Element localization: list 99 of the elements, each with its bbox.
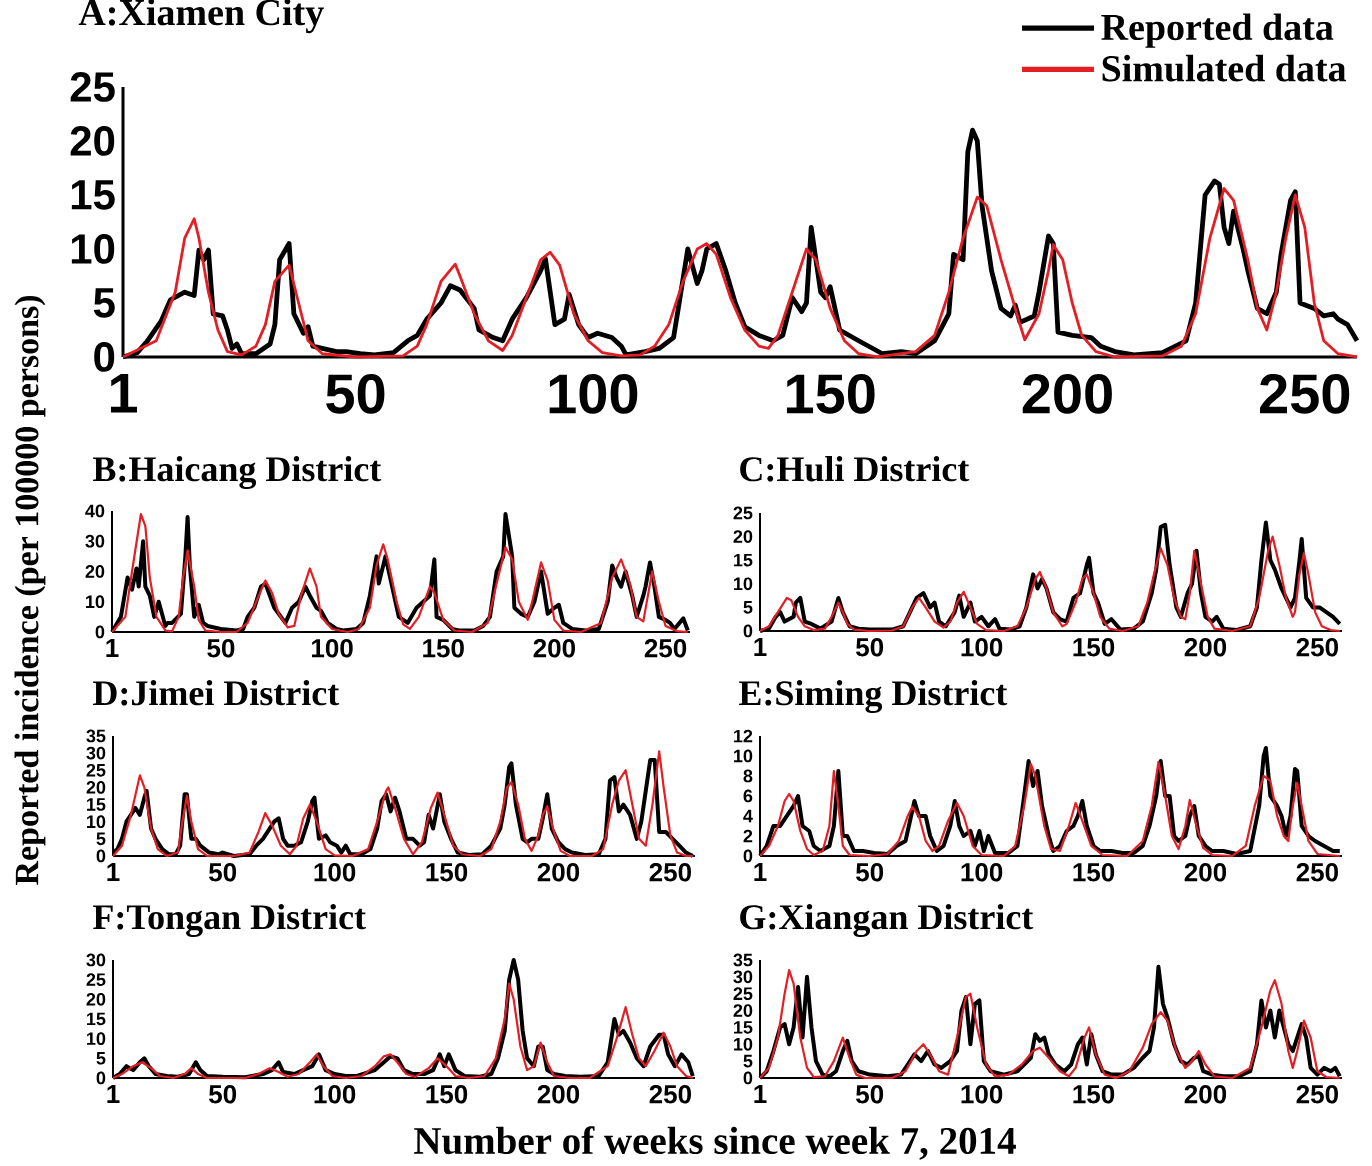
- x-tick-label: 150: [1073, 863, 1115, 882]
- x-tick-label: 50: [209, 1085, 237, 1104]
- x-tick-label: 1: [754, 638, 767, 656]
- y-tick-label: 10: [734, 1037, 753, 1051]
- x-tick-label: 100: [314, 863, 356, 882]
- y-tick-label: 30: [733, 970, 753, 984]
- x-tick-label: 150: [426, 1085, 468, 1104]
- x-tick-label: 150: [1073, 1085, 1115, 1104]
- x-tick-label: 250: [1296, 863, 1338, 882]
- y-tick-label: 0: [96, 849, 106, 863]
- x-tick-label: 200: [537, 863, 580, 882]
- x-tick-label: 100: [961, 638, 1003, 657]
- x-tick-label: 250: [649, 863, 691, 882]
- x-tick-label: 250: [1296, 1085, 1338, 1104]
- chart-title: B:Haicang District: [93, 455, 382, 489]
- chart-title: G:Xiangan District: [740, 903, 1034, 937]
- x-tick-label: 100: [314, 1085, 356, 1104]
- y-tick-label: 10: [86, 595, 105, 609]
- y-tick-label: 0: [743, 624, 753, 638]
- chart-title: E:Siming District: [739, 679, 1008, 713]
- x-tick-label: 1: [754, 863, 767, 881]
- x-tick-label: 250: [1296, 638, 1338, 657]
- y-tick-label: 30: [86, 746, 106, 760]
- x-tick-label: 150: [423, 639, 464, 658]
- y-tick-label: 15: [71, 180, 115, 210]
- y-tick-label: 0: [743, 849, 753, 863]
- y-tick-label: 5: [743, 1054, 753, 1068]
- y-tick-label: 10: [87, 1032, 106, 1046]
- y-tick-label: 15: [87, 1012, 106, 1026]
- y-tick-label: 0: [96, 1071, 106, 1085]
- x-tick-label: 250: [649, 1085, 691, 1104]
- x-tick-label: 100: [549, 374, 638, 414]
- legend-label: Simulated data: [1102, 54, 1346, 82]
- x-tick-label: 200: [1184, 1085, 1227, 1104]
- x-tick-label: 1: [110, 374, 138, 413]
- x-tick-label: 100: [961, 1085, 1003, 1104]
- x-tick-label: 50: [856, 1085, 884, 1104]
- x-tick-label: 200: [1184, 863, 1227, 882]
- chart-title: D:Jimei District: [93, 679, 340, 706]
- y-tick-label: 2: [743, 829, 753, 843]
- y-tick-label: 20: [85, 565, 105, 578]
- chart-title: F:Tongan District: [93, 903, 366, 937]
- y-tick-label: 5: [96, 1052, 106, 1065]
- x-tick-label: 200: [537, 1085, 580, 1104]
- y-tick-label: 10: [71, 234, 115, 264]
- y-tick-label: 20: [86, 992, 106, 1006]
- y-tick-label: 12: [734, 729, 753, 743]
- x-tick-label: 50: [856, 863, 884, 882]
- y-tick-label: 15: [734, 1021, 753, 1034]
- y-tick-label: 0: [743, 1071, 753, 1085]
- x-tick-label: 50: [856, 638, 884, 657]
- x-tick-label: 50: [326, 374, 385, 414]
- x-tick-label: 200: [1022, 374, 1112, 414]
- y-tick-label: 35: [86, 729, 106, 743]
- x-tick-label: 200: [533, 639, 576, 658]
- y-tick-label: 5: [743, 601, 753, 614]
- y-tick-label: 5: [93, 288, 115, 318]
- y-tick-label: 30: [85, 534, 105, 548]
- y-tick-label: 25: [70, 72, 115, 102]
- y-tick-label: 0: [94, 342, 115, 372]
- y-tick-label: 10: [87, 815, 106, 829]
- x-tick-label: 1: [107, 863, 120, 881]
- x-axis-title: Number of weeks since week 7, 2014: [414, 1126, 1016, 1160]
- x-tick-label: 1: [106, 639, 119, 657]
- legend-label: Reported data: [1101, 13, 1334, 48]
- y-tick-label: 20: [733, 530, 753, 543]
- y-tick-label: 20: [70, 126, 115, 156]
- y-tick-label: 15: [734, 553, 753, 567]
- y-tick-label: 20: [733, 1004, 753, 1017]
- x-tick-label: 100: [312, 639, 353, 658]
- x-tick-label: 100: [961, 863, 1003, 882]
- y-tick-label: 40: [85, 504, 105, 518]
- y-tick-label: 25: [733, 506, 753, 520]
- y-tick-label: 10: [734, 749, 753, 763]
- y-tick-label: 0: [95, 625, 105, 639]
- y-tick-label: 6: [743, 789, 753, 803]
- y-tick-label: 10: [734, 577, 753, 591]
- y-axis-title: Reported incidence (per 100000 persons): [14, 295, 46, 885]
- x-tick-label: 1: [107, 1085, 120, 1103]
- x-tick-label: 1: [754, 1085, 767, 1103]
- x-tick-label: 50: [209, 863, 237, 882]
- x-tick-label: 200: [1184, 638, 1227, 657]
- y-tick-label: 20: [86, 781, 106, 794]
- y-tick-label: 4: [743, 809, 753, 823]
- x-tick-label: 250: [1260, 374, 1350, 414]
- y-tick-label: 15: [87, 798, 106, 811]
- y-tick-label: 30: [86, 953, 106, 967]
- y-tick-label: 25: [733, 987, 753, 1001]
- y-tick-label: 25: [86, 973, 106, 987]
- x-tick-label: 250: [644, 639, 687, 658]
- y-tick-label: 8: [743, 769, 753, 783]
- chart-title: C:Huli District: [740, 455, 970, 482]
- y-tick-label: 25: [86, 763, 106, 777]
- y-tick-label: 35: [733, 953, 753, 967]
- x-tick-label: 150: [786, 374, 875, 414]
- x-tick-label: 150: [426, 863, 468, 882]
- y-tick-label: 5: [96, 832, 106, 846]
- x-tick-label: 150: [1073, 638, 1115, 657]
- x-tick-label: 50: [207, 639, 235, 658]
